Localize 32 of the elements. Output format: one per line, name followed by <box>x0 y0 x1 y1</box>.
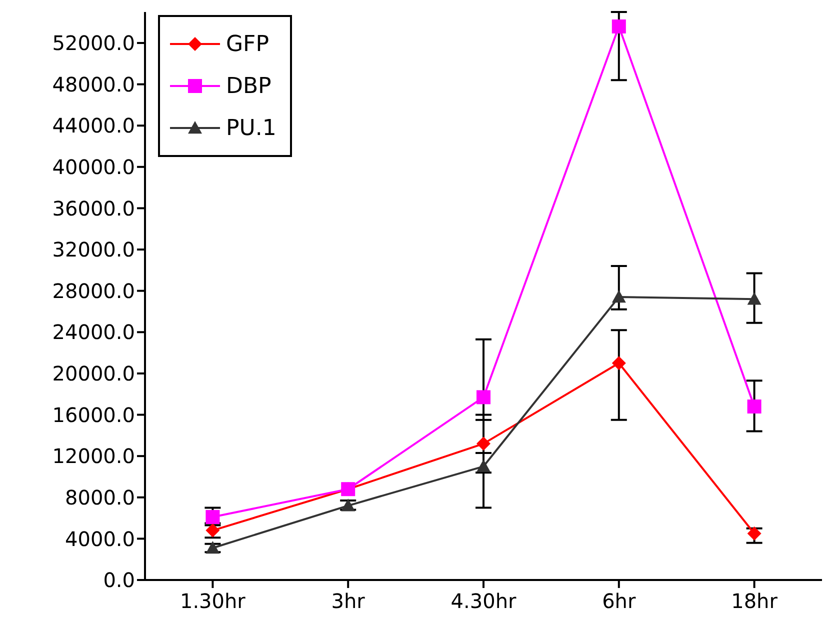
point <box>476 436 490 451</box>
x-tick-label: 1.30hr <box>180 589 246 614</box>
point <box>612 19 626 34</box>
y-tick-label: 8000.0 <box>65 485 135 510</box>
point <box>476 459 490 472</box>
y-tick-label: 48000.0 <box>52 72 135 96</box>
y-tick-label: 4000.0 <box>65 526 135 551</box>
y-tick-label: 16000.0 <box>52 402 135 427</box>
x-tick-label: 3hr <box>331 589 366 614</box>
x-tick-label: 4.30hr <box>450 589 517 614</box>
y-tick-label: 36000.0 <box>52 196 135 220</box>
point <box>747 526 762 541</box>
legend-label: GFP <box>226 32 269 56</box>
x-tick-label: 6hr <box>602 589 636 614</box>
y-tick-label: 28000.0 <box>52 278 135 303</box>
point <box>747 292 762 305</box>
y-tick-label: 52000.0 <box>52 31 135 56</box>
y-tick-label: 20000.0 <box>52 362 135 386</box>
point <box>612 290 626 303</box>
point <box>206 510 220 524</box>
x-tick-label: 18hr <box>731 589 778 614</box>
y-tick-label: 32000.0 <box>52 238 135 262</box>
y-tick-label: 40000.0 <box>52 155 135 180</box>
legend-label: PU.1 <box>226 116 276 140</box>
y-tick-label: 12000.0 <box>52 444 135 468</box>
y-tick-label: 44000.0 <box>52 114 135 138</box>
y-tick-label: 0.0 <box>103 568 135 592</box>
y-tick-label: 24000.0 <box>52 320 135 344</box>
legend-label: DBP <box>226 74 272 98</box>
point <box>747 400 762 414</box>
point <box>476 390 490 404</box>
point <box>612 356 626 370</box>
